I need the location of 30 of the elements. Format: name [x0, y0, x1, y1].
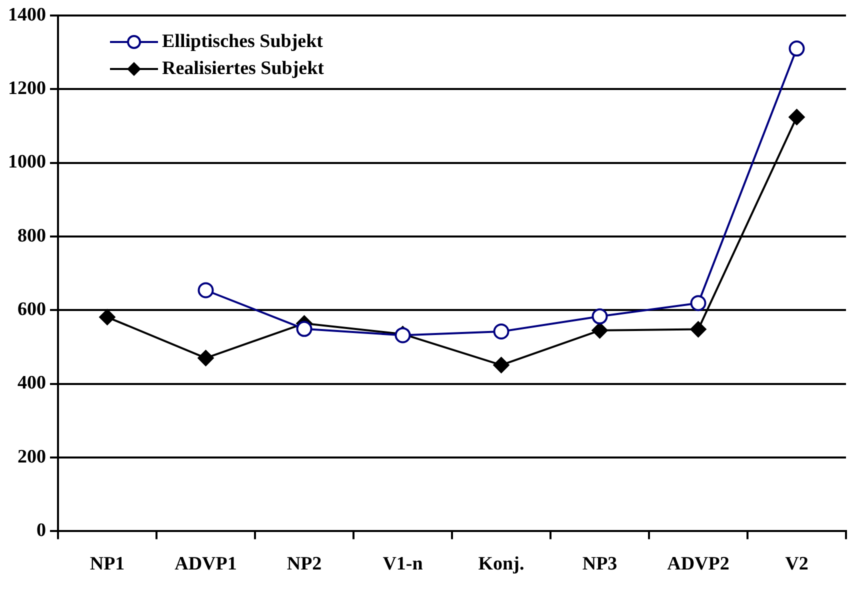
y-tick-label: 200: [18, 446, 46, 468]
x-tick-label: NP2: [286, 554, 322, 575]
y-tick-label: 0: [36, 520, 46, 542]
point: [690, 295, 706, 312]
point: [198, 282, 214, 298]
x-tick-label: Konj.: [478, 554, 524, 575]
y-tick-label: 800: [18, 225, 46, 246]
point: [690, 321, 706, 338]
x-tick-label: V1-n: [382, 554, 424, 575]
y-tick-label: 1200: [8, 78, 46, 99]
point: [592, 322, 608, 338]
x-tick-label: ADVP2: [667, 554, 730, 575]
point: [99, 309, 116, 326]
y-tick-label: 1000: [8, 152, 46, 173]
point: [493, 357, 510, 374]
y-tick-label: 400: [18, 372, 46, 394]
x-tick-label: V2: [785, 554, 808, 575]
point: [788, 109, 805, 126]
y-tick-label: 1400: [8, 4, 46, 26]
legend-label: Realisiertes Subjekt: [162, 58, 324, 80]
point: [788, 40, 805, 57]
point: [296, 320, 312, 337]
legend-label: Elliptisches Subjekt: [162, 30, 324, 52]
x-tick-label: ADVP1: [174, 554, 237, 575]
y-tick-label: 600: [18, 299, 46, 320]
x-tick-label: NP1: [90, 554, 125, 575]
point: [592, 308, 608, 324]
point: [198, 350, 214, 366]
x-tick-label: NP3: [582, 554, 618, 575]
point: [493, 324, 510, 340]
